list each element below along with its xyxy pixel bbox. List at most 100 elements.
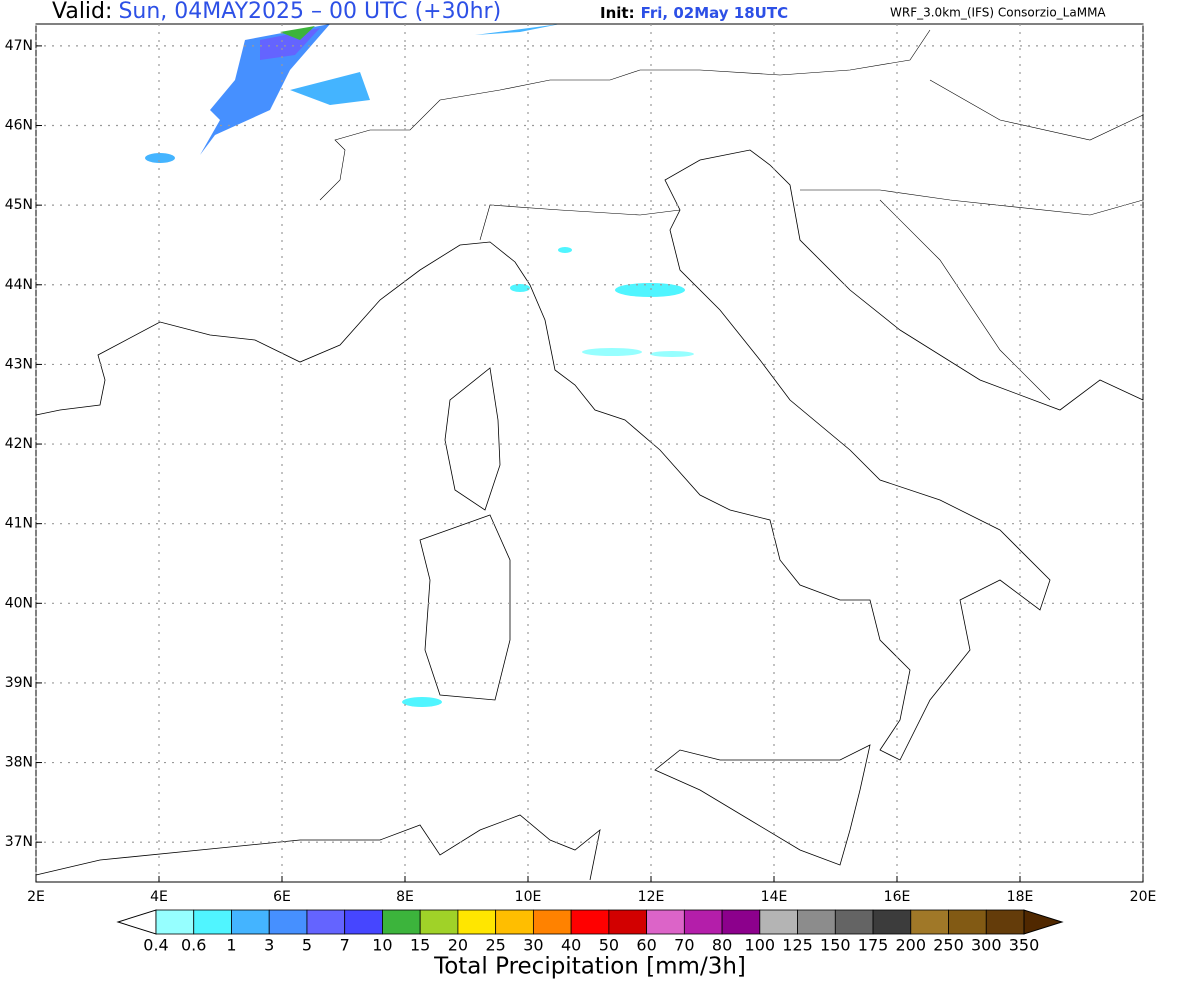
colorbar-box xyxy=(570,909,610,935)
init-time: Fri, 02May 18UTC xyxy=(641,4,789,22)
colorbar-under xyxy=(116,909,157,935)
border xyxy=(879,199,1051,401)
x-tick-label: 6E xyxy=(273,889,291,905)
precip-field xyxy=(145,24,694,707)
colorbar-label: 20 xyxy=(448,936,468,955)
corsica xyxy=(444,367,501,511)
colorbar-label: 80 xyxy=(712,936,732,955)
colorbar-box xyxy=(797,909,836,935)
colorbar-box xyxy=(683,909,723,935)
x-tick-label: 2E xyxy=(27,889,45,905)
graticule: 2E 4E 6E 8E 10E 12E 14E 16E 18E 20E 37N 38N 39N 40N 41… xyxy=(5,24,1156,905)
border xyxy=(800,189,1144,216)
colorbar-label: 250 xyxy=(933,936,964,955)
x-tick-label: 18E xyxy=(1007,889,1034,905)
y-tick-label: 44N xyxy=(5,277,33,293)
colorbar-over xyxy=(1023,909,1064,935)
precip-area xyxy=(200,24,330,155)
colorbar-title: Total Precipitation [mm/3h] xyxy=(433,954,746,980)
x-tick-label: 10E xyxy=(515,889,542,905)
colorbar-label: 40 xyxy=(561,936,581,955)
y-tick-label: 46N xyxy=(5,118,33,134)
y-tick-label: 37N xyxy=(5,834,33,850)
map-frame xyxy=(35,23,1144,883)
sardinia xyxy=(419,514,511,701)
colorbar-label: 150 xyxy=(820,936,851,955)
colorbar-label: 3 xyxy=(264,936,274,955)
colorbar-label: 5 xyxy=(302,936,312,955)
precip-area xyxy=(475,24,560,35)
colorbar-label: 15 xyxy=(410,936,430,955)
colorbar: 0.4 0.6 1 3 5 7 10 15 20 25 30 40 50 60 70 80 100 125 150 1… xyxy=(116,909,1064,955)
colorbar-label: 200 xyxy=(896,936,927,955)
colorbar-label: 7 xyxy=(340,936,350,955)
colorbar-label: 175 xyxy=(858,936,889,955)
colorbar-box xyxy=(193,909,232,935)
colorbar-box xyxy=(948,909,987,935)
colorbar-box xyxy=(532,909,572,935)
colorbar-box xyxy=(495,909,534,935)
x-tick-label: 8E xyxy=(396,889,414,905)
colorbar-box xyxy=(155,909,195,935)
colorbar-box xyxy=(985,909,1025,935)
y-tick-label: 40N xyxy=(5,595,33,611)
colorbar-box xyxy=(646,909,685,935)
valid-time: Sun, 04MAY2025 – 00 UTC (+30hr) xyxy=(118,0,501,24)
border xyxy=(319,29,931,201)
colorbar-label: 30 xyxy=(523,936,543,955)
x-tick-label: 12E xyxy=(638,889,665,905)
colorbar-box xyxy=(344,909,383,935)
y-tick-label: 42N xyxy=(5,436,33,452)
y-tick-label: 41N xyxy=(5,516,33,532)
colorbar-box xyxy=(608,909,648,935)
colorbar-label: 300 xyxy=(971,936,1002,955)
colorbar-box xyxy=(382,909,421,935)
colorbar-label: 100 xyxy=(745,936,776,955)
africa-coast xyxy=(35,814,601,881)
precip-area xyxy=(260,28,320,60)
colorbar-label: 60 xyxy=(636,936,656,955)
x-tick-label: 4E xyxy=(150,889,168,905)
colorbar-label: 125 xyxy=(782,936,813,955)
colorbar-box xyxy=(457,909,497,935)
precip-area xyxy=(510,284,530,292)
y-tick-label: 38N xyxy=(5,755,33,771)
y-tick-label: 45N xyxy=(5,197,33,213)
colorbar-label: 10 xyxy=(372,936,392,955)
colorbar-box xyxy=(834,909,874,935)
colorbar-label: 25 xyxy=(485,936,505,955)
precip-area xyxy=(582,348,642,356)
colorbar-box xyxy=(721,909,761,935)
colorbar-label: 50 xyxy=(599,936,619,955)
colorbar-box xyxy=(268,909,308,935)
colorbar-label: 70 xyxy=(674,936,694,955)
valid-label: Valid: xyxy=(52,0,112,24)
precip-area xyxy=(290,72,370,105)
precip-area xyxy=(145,153,175,163)
y-tick-label: 39N xyxy=(5,675,33,691)
precip-area xyxy=(402,697,442,707)
init: Init: Fri, 02May 18UTC xyxy=(600,4,788,22)
precip-area xyxy=(650,351,694,357)
sicily xyxy=(654,744,871,866)
colorbar-label: 0.4 xyxy=(143,936,168,955)
colorbar-box xyxy=(306,909,346,935)
border xyxy=(479,204,681,241)
colorbar-label: 1 xyxy=(226,936,236,955)
colorbar-box xyxy=(759,909,798,935)
coastlines xyxy=(35,29,1144,881)
colorbar-box xyxy=(910,909,949,935)
coastline xyxy=(35,149,1144,761)
precip-area xyxy=(615,283,685,297)
x-tick-label: 14E xyxy=(761,889,788,905)
y-tick-label: 47N xyxy=(5,38,33,54)
x-tick-label: 16E xyxy=(884,889,911,905)
colorbar-label: 350 xyxy=(1009,936,1040,955)
colorbar-box xyxy=(419,909,459,935)
colorbar-label: 0.6 xyxy=(181,936,206,955)
precip-area xyxy=(280,26,315,40)
precip-area xyxy=(558,247,572,253)
colorbar-box xyxy=(231,909,270,935)
y-tick-label: 43N xyxy=(5,356,33,372)
